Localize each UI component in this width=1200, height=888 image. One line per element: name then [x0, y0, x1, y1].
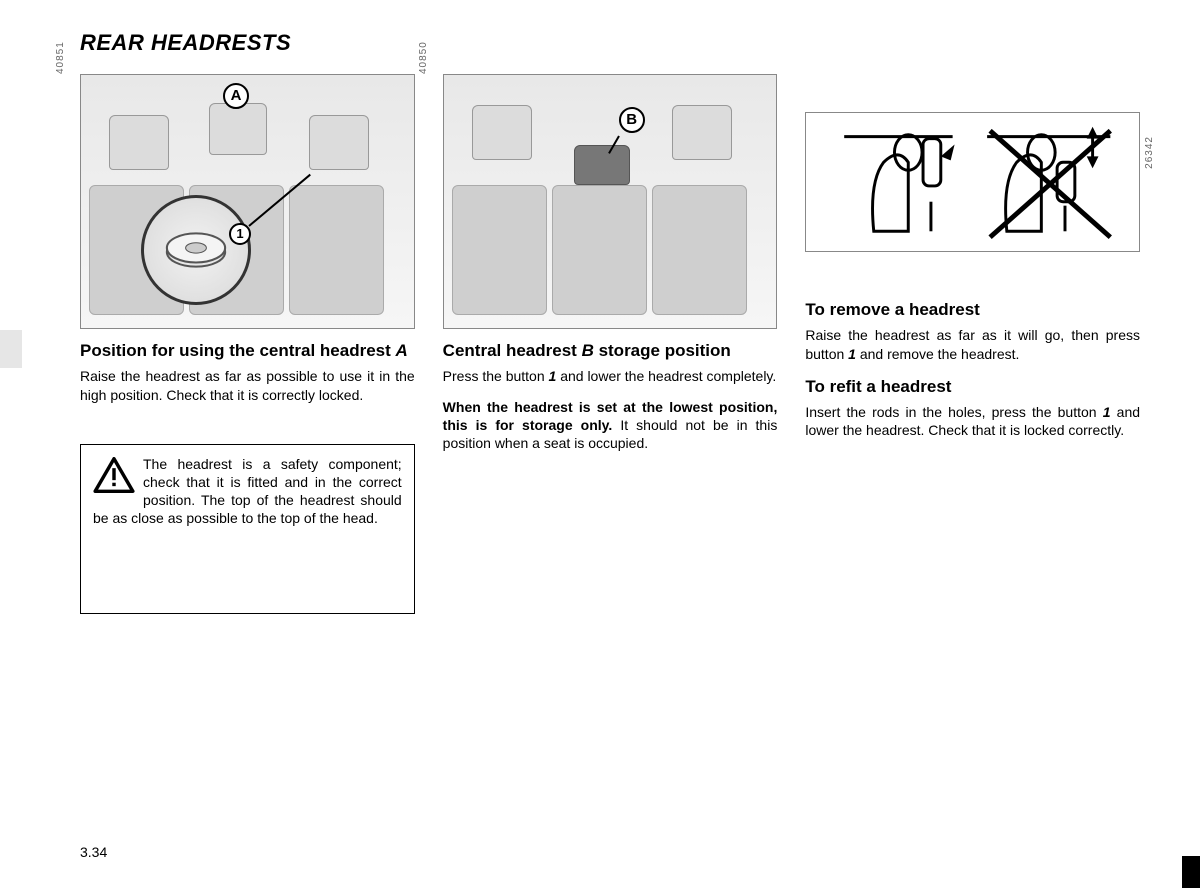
column-3: 26342 — [805, 74, 1140, 614]
col1-heading: Position for using the central headrest … — [80, 341, 415, 361]
button-detail-icon — [144, 198, 248, 302]
page-number: 3.34 — [80, 844, 107, 860]
manual-page: REAR HEADRESTS 40851 — [0, 0, 1200, 614]
side-tab — [0, 330, 22, 368]
figure-3 — [805, 112, 1140, 252]
col2-h-ital: B — [582, 341, 594, 360]
col2-heading: Central headrest B storage position — [443, 341, 778, 361]
col1-heading-ital: A — [396, 341, 408, 360]
col3-heading-1: To remove a headrest — [805, 300, 1140, 320]
figure-1: A 1 — [80, 74, 415, 329]
col1-heading-text: Position for using the central headrest — [80, 341, 396, 360]
col2-body1: Press the button 1 and lower the head­re… — [443, 367, 778, 385]
column-layout: 40851 — [80, 74, 1140, 614]
col2-body2: When the headrest is set at the lowest p… — [443, 398, 778, 453]
col3-body1: Raise the headrest as far as it will go,… — [805, 326, 1140, 362]
column-1: 40851 — [80, 74, 415, 614]
callout-b: B — [619, 107, 645, 133]
col3-body2: Insert the rods in the holes, press the … — [805, 403, 1140, 439]
col2-h-post: storage position — [594, 341, 731, 360]
col3-heading-2: To refit a headrest — [805, 377, 1140, 397]
callout-1: 1 — [229, 223, 251, 245]
col2-h-pre: Central headrest — [443, 341, 582, 360]
col1-body: Raise the headrest as far as possible to… — [80, 367, 415, 403]
page-title: REAR HEADRESTS — [80, 30, 1140, 56]
safety-warning-box: The headrest is a safety component; chec… — [80, 444, 415, 614]
figure-2: B — [443, 74, 778, 329]
headrest-diagram-icon — [806, 113, 1139, 251]
warning-icon — [93, 457, 135, 493]
column-2: 40850 B Central headrest B storage posit… — [443, 74, 778, 614]
figure-2-id: 40850 — [418, 41, 429, 74]
figure-1-id: 40851 — [55, 41, 66, 74]
figure-3-id: 26342 — [1144, 136, 1155, 169]
thumb-tab — [1182, 856, 1200, 888]
warning-text: The headrest is a safety component; chec… — [93, 456, 402, 527]
callout-a: A — [223, 83, 249, 109]
